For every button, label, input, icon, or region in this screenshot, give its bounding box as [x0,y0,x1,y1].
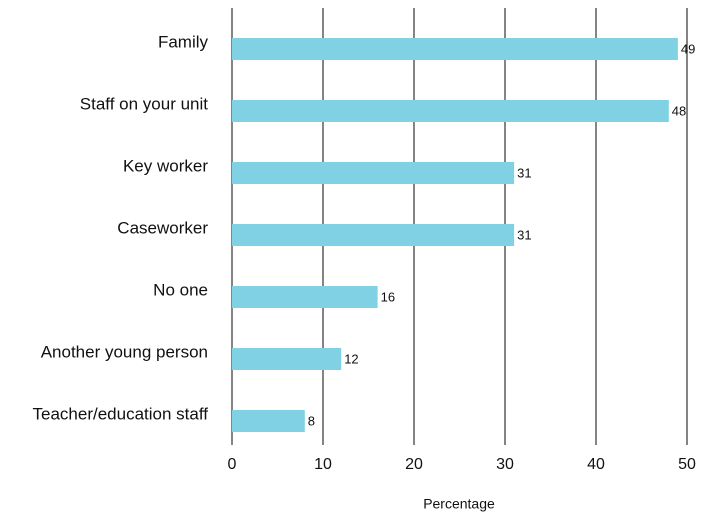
y-tick-label: Staff on your unit [80,94,208,113]
bar [232,348,342,370]
x-tick-label: 30 [496,456,514,473]
value-label: 49 [681,41,695,56]
value-label: 48 [672,103,686,118]
bar [232,100,669,122]
bar [232,286,378,308]
bar [232,38,678,60]
x-tick-label: 0 [228,456,237,473]
value-label: 12 [344,351,358,366]
x-tick-label: 10 [314,456,332,473]
bar [232,224,515,246]
bar [232,410,305,432]
y-tick-label: Caseworker [117,218,208,237]
x-tick-label: 50 [678,456,696,473]
x-tick-label: 20 [405,456,423,473]
y-tick-label: Another young person [41,342,208,361]
value-label: 8 [308,413,315,428]
y-tick-label: Family [158,32,209,51]
x-axis-label: Percentage [423,496,495,512]
value-label: 31 [517,165,531,180]
bar [232,162,515,184]
y-tick-label: Key worker [123,156,208,175]
x-tick-label: 40 [587,456,605,473]
y-tick-label: Teacher/education staff [33,404,209,423]
value-label: 31 [517,227,531,242]
y-tick-label: No one [153,280,208,299]
value-label: 16 [381,289,395,304]
